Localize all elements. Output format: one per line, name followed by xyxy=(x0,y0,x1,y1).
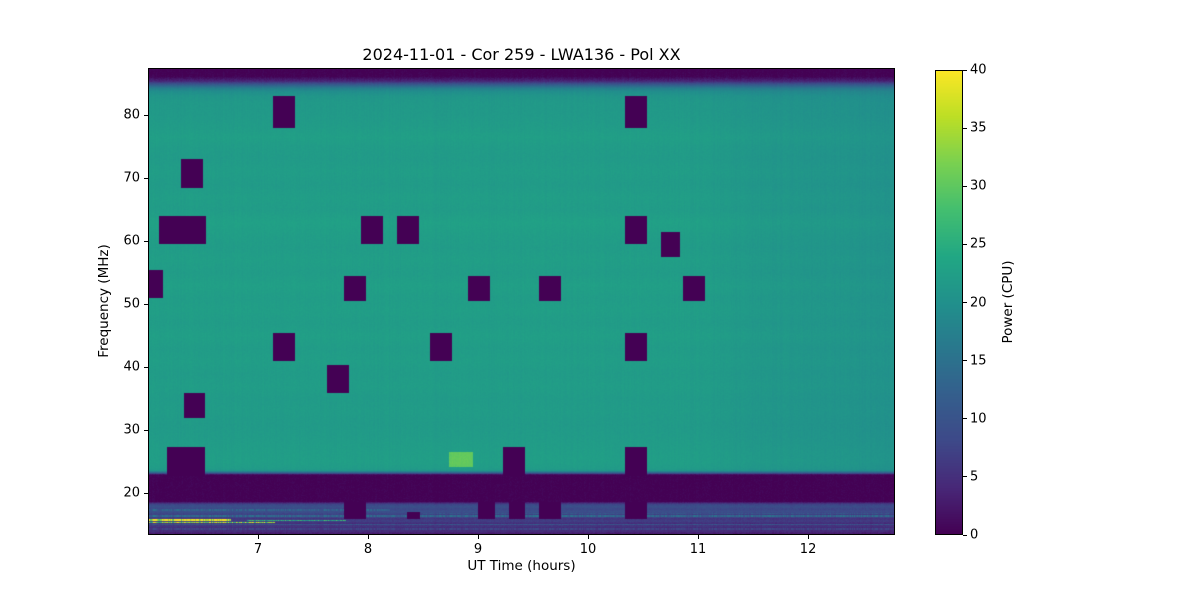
y-tick-label: 40 xyxy=(123,359,140,375)
colorbar-tick-label: 5 xyxy=(970,469,979,485)
y-tick-label: 50 xyxy=(123,296,140,312)
x-tick-mark xyxy=(807,535,809,539)
x-axis-label: UT Time (hours) xyxy=(467,558,576,574)
colorbar-tick-label: 35 xyxy=(970,120,987,136)
spectrogram-heatmap xyxy=(148,68,895,535)
y-tick-label: 20 xyxy=(123,485,140,501)
colorbar-tick-mark xyxy=(963,69,967,71)
y-tick-mark xyxy=(144,114,148,116)
colorbar-tick-mark xyxy=(963,302,967,303)
x-tick-mark xyxy=(587,535,589,539)
colorbar-gradient xyxy=(935,70,963,535)
colorbar-label: Power (CPU) xyxy=(1000,260,1016,344)
colorbar-tick-label: 15 xyxy=(970,353,987,369)
y-tick-mark xyxy=(144,492,148,494)
colorbar-tick-mark xyxy=(963,534,967,536)
y-tick-mark xyxy=(144,366,148,368)
x-tick-mark xyxy=(477,535,479,539)
y-tick-mark xyxy=(144,303,148,305)
colorbar-tick-label: 30 xyxy=(970,178,987,194)
colorbar-tick-label: 0 xyxy=(970,527,979,543)
x-tick-label: 12 xyxy=(799,542,817,557)
x-tick-label: 11 xyxy=(689,542,707,557)
y-tick-label: 60 xyxy=(123,233,140,249)
chart-title: 2024-11-01 - Cor 259 - LWA136 - Pol XX xyxy=(362,45,681,64)
colorbar-tick-mark xyxy=(963,418,967,420)
x-tick-mark xyxy=(697,535,699,539)
y-axis-label: Frequency (MHz) xyxy=(96,244,112,358)
x-tick-label: 7 xyxy=(253,542,263,557)
y-tick-label: 70 xyxy=(123,170,140,186)
colorbar-tick-mark xyxy=(963,476,967,478)
colorbar-tick-mark xyxy=(963,243,967,245)
colorbar-tick-label: 10 xyxy=(970,411,987,427)
colorbar-tick-mark xyxy=(963,185,967,187)
x-tick-label: 10 xyxy=(579,542,597,557)
y-tick-mark xyxy=(144,177,148,179)
y-tick-label: 30 xyxy=(123,422,140,438)
x-tick-mark xyxy=(367,535,369,539)
x-tick-label: 9 xyxy=(473,542,483,557)
colorbar-tick-label: 25 xyxy=(970,236,987,252)
y-tick-mark xyxy=(144,429,148,431)
y-tick-label: 80 xyxy=(123,107,140,123)
colorbar-tick-mark xyxy=(963,127,967,129)
colorbar-tick-label: 20 xyxy=(970,295,987,310)
x-tick-mark xyxy=(257,535,259,539)
x-tick-label: 8 xyxy=(363,542,373,557)
colorbar-tick-label: 40 xyxy=(970,62,987,78)
colorbar-tick-mark xyxy=(963,360,967,362)
y-tick-mark xyxy=(144,240,148,242)
